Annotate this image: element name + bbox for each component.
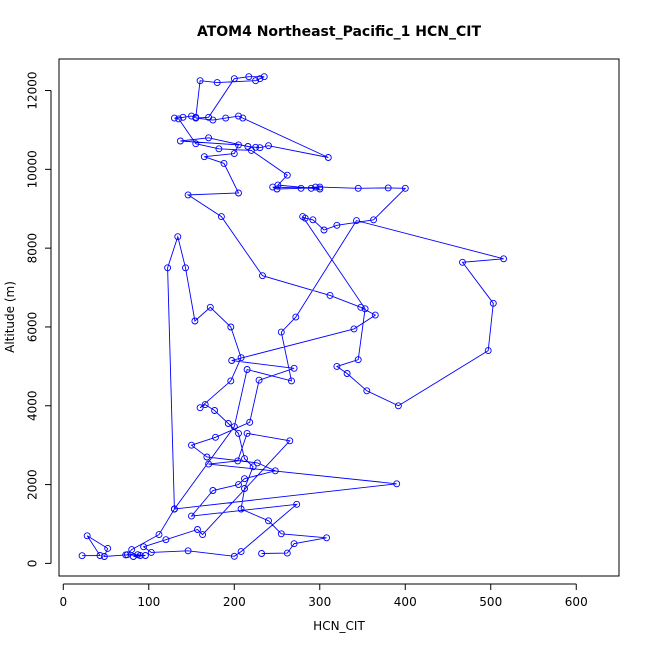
y-tick-label: 6000 <box>26 312 40 343</box>
chart-title: ATOM4 Northeast_Pacific_1 HCN_CIT <box>197 24 482 40</box>
x-tick-label: 100 <box>137 595 160 609</box>
x-axis-label: HCN_CIT <box>313 619 365 633</box>
x-tick-label: 300 <box>308 595 331 609</box>
y-axis-label: Altitude (m) <box>3 281 17 353</box>
y-tick-label: 10000 <box>26 150 40 188</box>
x-tick-label: 200 <box>223 595 246 609</box>
y-tick-label: 2000 <box>26 469 40 500</box>
x-tick-label: 400 <box>394 595 417 609</box>
x-tick-label: 500 <box>479 595 502 609</box>
y-tick-label: 4000 <box>26 390 40 421</box>
y-tick-label: 8000 <box>26 233 40 264</box>
y-tick-label: 12000 <box>26 71 40 109</box>
x-tick-label: 0 <box>59 595 67 609</box>
x-tick-label: 600 <box>565 595 588 609</box>
y-tick-label: 0 <box>26 560 40 568</box>
